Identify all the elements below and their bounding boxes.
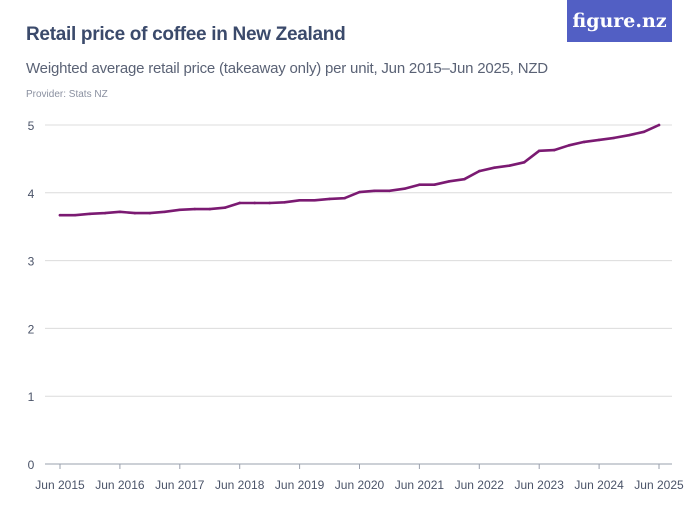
data-point xyxy=(223,206,227,210)
figure-nz-logo[interactable]: figure.nz xyxy=(567,0,672,42)
y-tick-label: 3 xyxy=(28,255,35,269)
data-point xyxy=(597,138,601,142)
data-point xyxy=(298,198,301,202)
x-tick-label: Jun 2019 xyxy=(275,478,325,492)
data-point xyxy=(343,196,346,200)
data-point xyxy=(552,148,556,152)
data-point xyxy=(403,187,406,191)
data-point xyxy=(208,207,212,211)
x-tick-label: Jun 2015 xyxy=(35,478,85,492)
data-point xyxy=(193,207,197,211)
data-point xyxy=(507,164,511,167)
y-tick-label: 4 xyxy=(28,187,35,201)
y-tick-label: 0 xyxy=(28,458,35,472)
data-point xyxy=(582,140,586,144)
data-point xyxy=(118,210,122,214)
data-point xyxy=(358,190,361,194)
y-tick-label: 1 xyxy=(28,390,35,404)
y-tick-label: 2 xyxy=(28,322,35,336)
data-point xyxy=(238,201,241,205)
data-point xyxy=(448,179,451,183)
data-point xyxy=(418,183,421,186)
chart-title: Retail price of coffee in New Zealand xyxy=(26,24,346,45)
data-point xyxy=(522,160,526,164)
data-point xyxy=(567,144,571,147)
data-point xyxy=(73,213,77,217)
data-point xyxy=(537,149,541,153)
x-tick-label: Jun 2023 xyxy=(515,478,565,492)
data-point xyxy=(313,198,316,202)
data-point xyxy=(163,210,167,214)
data-point xyxy=(103,211,107,215)
chart-subtitle: Weighted average retail price (takeaway … xyxy=(26,60,548,77)
data-point xyxy=(88,212,92,216)
price-series-line xyxy=(58,123,661,217)
data-point xyxy=(612,136,616,140)
y-tick-label: 5 xyxy=(28,119,35,133)
data-point xyxy=(373,189,376,193)
data-point xyxy=(642,130,646,134)
x-tick-label: Jun 2022 xyxy=(455,478,505,492)
data-point xyxy=(433,183,436,186)
x-tick-label: Jun 2016 xyxy=(95,478,145,492)
data-point xyxy=(627,133,631,137)
x-tick-label: Jun 2018 xyxy=(215,478,265,492)
x-tick-label: Jun 2020 xyxy=(335,478,385,492)
data-point xyxy=(328,197,331,201)
x-tick-label: Jun 2017 xyxy=(155,478,205,492)
data-point xyxy=(492,166,496,170)
data-point xyxy=(478,169,481,173)
x-tick-label: Jun 2024 xyxy=(574,478,624,492)
data-point xyxy=(58,213,62,217)
data-point xyxy=(253,201,256,205)
data-point xyxy=(178,208,182,212)
x-tick-label: Jun 2025 xyxy=(634,478,684,492)
data-point xyxy=(268,201,271,205)
data-point xyxy=(463,177,466,181)
data-point xyxy=(133,211,137,215)
data-point xyxy=(283,200,286,204)
data-point xyxy=(657,123,661,127)
data-point xyxy=(388,189,391,193)
data-point xyxy=(148,211,152,215)
provider-label: Provider: Stats NZ xyxy=(26,89,108,100)
x-tick-label: Jun 2021 xyxy=(395,478,445,492)
